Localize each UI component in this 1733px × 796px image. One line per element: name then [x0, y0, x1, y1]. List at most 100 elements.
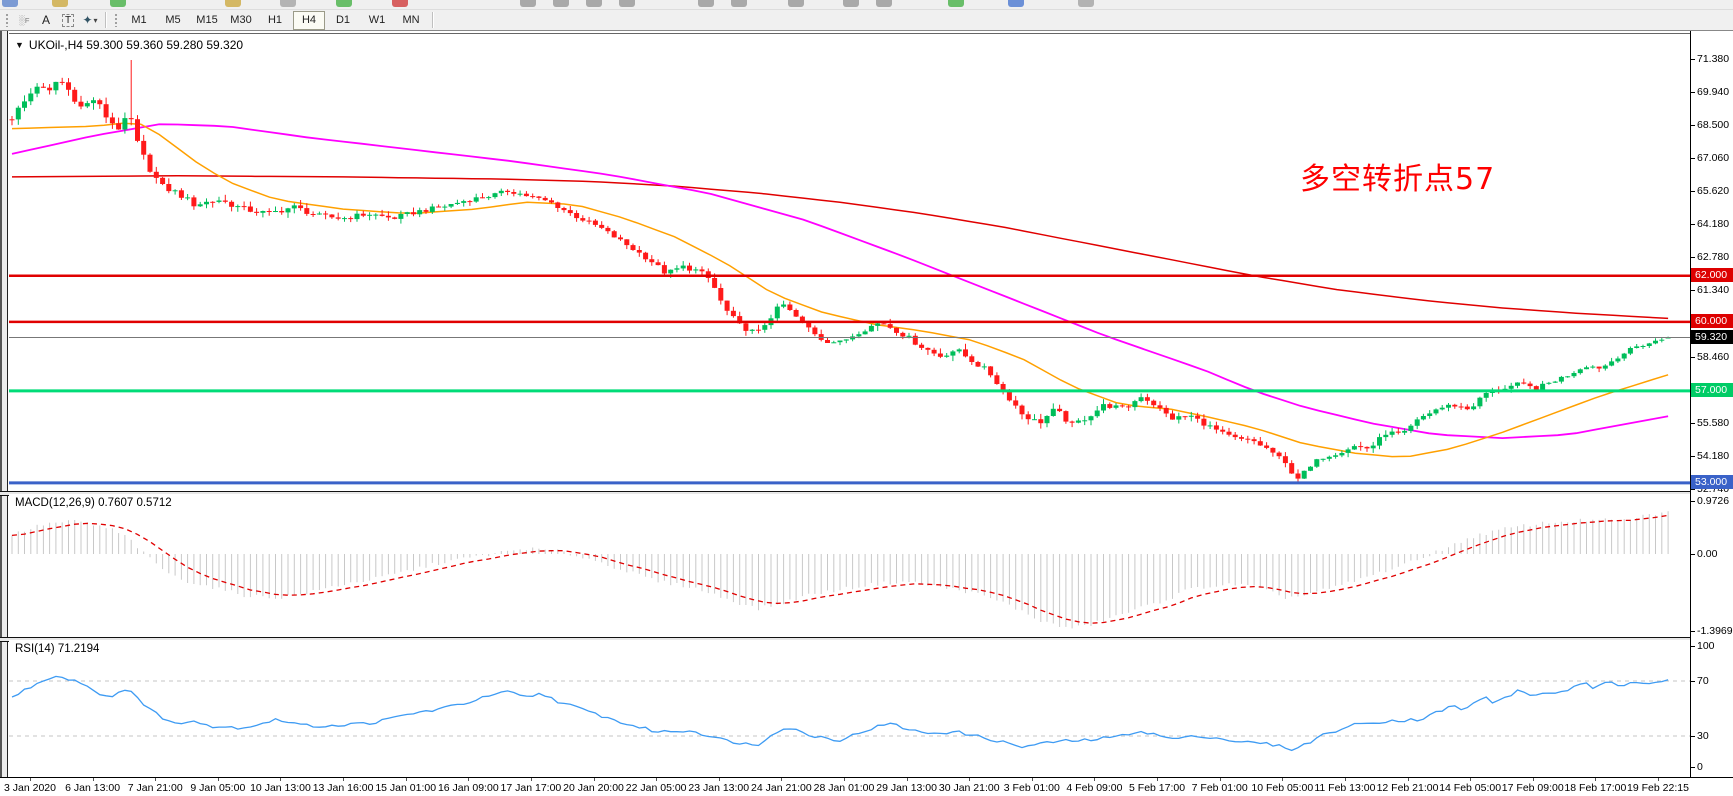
candlestick-chart[interactable] — [9, 34, 1690, 491]
symbol-ohlc-label: UKOil-,H4 59.300 59.360 59.280 59.320 — [28, 38, 244, 52]
price-tick-label: 71.380 — [1697, 53, 1730, 65]
price-tick-label: 58.460 — [1697, 351, 1730, 363]
timeframe-button-d1[interactable]: D1 — [335, 13, 351, 26]
toolbar-grip[interactable] — [114, 13, 119, 27]
axis-tickmark — [1691, 456, 1695, 457]
price-badge-53.000: 53.000 — [1691, 475, 1733, 489]
toolbar-icon-clipped[interactable] — [110, 0, 126, 7]
toolbar-icon-clipped[interactable] — [876, 0, 892, 7]
time-tickmark — [906, 778, 908, 781]
toolbar-icon-clipped[interactable] — [520, 0, 536, 7]
macd-scale-label: 0.00 — [1697, 548, 1718, 560]
time-tick-label: 28 Jan 01:00 — [813, 782, 875, 794]
time-tick-label: 23 Jan 13:00 — [688, 782, 750, 794]
time-tick-label: 30 Jan 21:00 — [938, 782, 1000, 794]
shapes-icon-glyph: ✦ — [82, 13, 93, 27]
time-tick-label: 22 Jan 05:00 — [625, 782, 687, 794]
text-icon[interactable]: T — [58, 12, 78, 29]
axis-tickmark — [1691, 290, 1695, 291]
timeframe-button-m5[interactable]: M5 — [165, 13, 181, 26]
time-tickmark — [1595, 778, 1597, 781]
timeframe-button-mn[interactable]: MN — [402, 13, 420, 26]
toolbar-icon-clipped[interactable] — [731, 0, 747, 7]
macd-chart[interactable] — [9, 494, 1690, 637]
toolbar-icon-clipped[interactable] — [2, 0, 18, 7]
macd-scale-label: -1.3969 — [1697, 625, 1733, 637]
toolbar-icon-clipped[interactable] — [698, 0, 714, 7]
toolbar-icon-clipped[interactable] — [586, 0, 602, 7]
toolbar-separator — [105, 12, 107, 28]
axis-tickmark — [1691, 554, 1695, 555]
time-tick-label: 24 Jan 21:00 — [751, 782, 812, 794]
time-tick-label: 13 Jan 16:00 — [312, 782, 374, 794]
time-tick-label: 19 Feb 22:15 — [1627, 782, 1689, 794]
toolbar-icon-clipped[interactable] — [619, 0, 635, 7]
price-tick-label: 65.620 — [1697, 185, 1730, 197]
toolbar-icon-clipped[interactable] — [225, 0, 241, 7]
time-tickmark — [30, 778, 31, 781]
toolbar-icon-clipped[interactable] — [788, 0, 804, 7]
timeframe-button-m15[interactable]: M15 — [196, 13, 218, 26]
toolbar-top-clipped — [0, 0, 1733, 10]
time-tick-label: 9 Jan 05:00 — [190, 782, 246, 794]
time-tickmark — [468, 778, 470, 781]
timeframe-button-h1[interactable]: H1 — [267, 13, 283, 26]
timeframe-button-m1[interactable]: M1 — [131, 13, 147, 26]
toolbar-icon-clipped[interactable] — [52, 0, 68, 7]
time-tickmark — [843, 778, 845, 781]
chevron-down-icon: ▾ — [93, 15, 98, 25]
timeframe-button-h4[interactable]: H4 — [293, 10, 325, 30]
time-axis[interactable]: 3 Jan 2020 6 Jan 13:00 7 Jan 21:00 9 Jan 05… — [0, 777, 1733, 796]
text-icon-glyph: T — [61, 13, 75, 27]
time-tick-label: 29 Jan 13:00 — [876, 782, 937, 794]
toolbar-grip[interactable] — [5, 13, 10, 27]
macd-scale-label: 0.9726 — [1697, 495, 1730, 507]
price-badge-59.320: 59.320 — [1691, 330, 1733, 344]
axis-tickmark — [1691, 158, 1695, 159]
annotation-text: 多空转折点57 — [1300, 162, 1496, 197]
axis-tickmark — [1691, 501, 1695, 502]
axis-tickmark — [1691, 681, 1695, 682]
toolbar-icon-clipped[interactable] — [392, 0, 408, 7]
cursor-icon[interactable]: A — [41, 13, 50, 27]
axis-tickmark — [1691, 646, 1695, 647]
rsi-scale-label: 30 — [1697, 730, 1709, 742]
grid-f-icon[interactable]: ░ F — [18, 15, 30, 25]
time-tick-label: 7 Jan 21:00 — [127, 782, 183, 794]
axis-tickmark — [1691, 224, 1695, 225]
time-tick-label: 4 Feb 09:00 — [1066, 782, 1123, 794]
time-tick-label: 6 Jan 13:00 — [65, 782, 121, 794]
time-tickmark — [1094, 778, 1096, 781]
timeframe-button-w1[interactable]: W1 — [368, 13, 386, 26]
axis-tickmark — [1691, 59, 1695, 60]
rsi-pane[interactable]: RSI(14) 71.2194 — [9, 640, 1690, 777]
shapes-icon[interactable]: ✦ ▾ — [80, 12, 100, 29]
chart-header: ▼ UKOil-,H4 59.300 59.360 59.280 59.320 — [15, 38, 243, 52]
toolbar-icon-clipped[interactable] — [1078, 0, 1094, 7]
time-tickmark — [92, 778, 94, 781]
axis-tickmark — [1691, 191, 1695, 192]
time-tick-label: 10 Jan 13:00 — [250, 782, 311, 794]
symbol-dropdown-icon[interactable]: ▼ — [15, 40, 24, 50]
timeframe-button-m30[interactable]: M30 — [230, 13, 252, 26]
rsi-chart[interactable] — [9, 640, 1690, 777]
toolbar-icon-clipped[interactable] — [553, 0, 569, 7]
rsi-scale-label: 100 — [1697, 640, 1715, 652]
time-tickmark — [718, 778, 720, 781]
macd-pane[interactable]: MACD(12,26,9) 0.7607 0.5712 — [9, 494, 1690, 637]
toolbar-icon-clipped[interactable] — [1008, 0, 1024, 7]
main-chart-pane[interactable]: ▼ UKOil-,H4 59.300 59.360 59.280 59.320 … — [9, 33, 1690, 491]
time-tickmark — [656, 778, 658, 781]
price-axis[interactable]: 71.380 69.940 68.500 67.060 65.620 64.180 62.7… — [1690, 31, 1733, 777]
price-tick-label: 62.780 — [1697, 251, 1730, 263]
rsi-label: RSI(14) 71.2194 — [15, 643, 100, 655]
toolbar-icon-clipped[interactable] — [280, 0, 296, 7]
time-tick-label: 20 Jan 20:00 — [563, 782, 624, 794]
toolbar-icon-clipped[interactable] — [336, 0, 352, 7]
toolbar-icon-clipped[interactable] — [843, 0, 859, 7]
toolbar-icon-clipped[interactable] — [948, 0, 964, 7]
axis-tickmark — [1691, 767, 1695, 768]
time-tickmark — [1157, 778, 1159, 781]
axis-tickmark — [1691, 357, 1695, 358]
